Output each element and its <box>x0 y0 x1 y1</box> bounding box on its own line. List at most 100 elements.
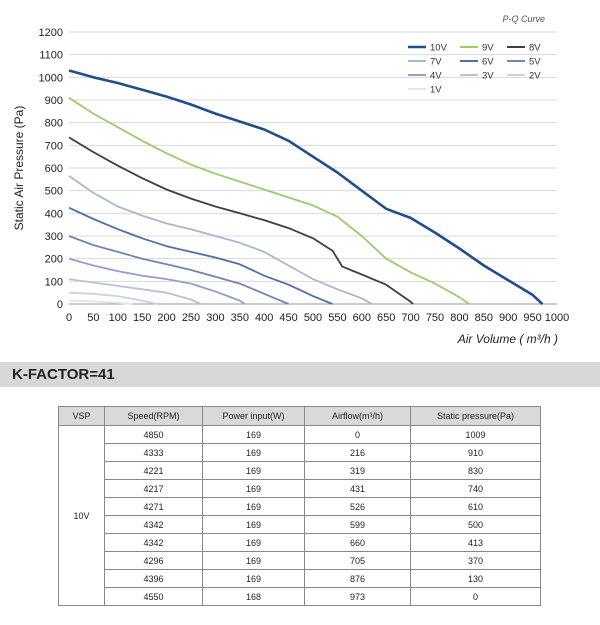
power-cell: 168 <box>202 587 305 606</box>
table-row: 4550 168 973 0 <box>59 587 541 606</box>
table-row: 4396 169 876 130 <box>59 569 541 588</box>
pq-chart: P-Q Curve Static Air Pressure (Pa) Air V… <box>12 14 569 346</box>
pressure-cell: 910 <box>410 443 541 462</box>
x-tick-label: 550 <box>328 312 346 324</box>
airflow-cell: 431 <box>304 479 411 498</box>
x-tick-label: 1000 <box>545 312 569 324</box>
speed-cell: 4342 <box>104 533 203 552</box>
header-power: Power input(W) <box>202 406 305 426</box>
x-tick-label: 600 <box>353 312 371 324</box>
table-row: 4342 169 660 413 <box>59 533 541 552</box>
x-tick-label: 450 <box>279 312 297 324</box>
airflow-cell: 319 <box>304 461 411 480</box>
series-lines <box>68 69 544 305</box>
series-line-1v <box>68 299 133 305</box>
x-tick-label: 350 <box>231 312 249 324</box>
speed-cell: 4342 <box>104 515 203 534</box>
y-tick-label: 300 <box>45 231 63 243</box>
table-row: 4333 169 216 910 <box>59 443 541 462</box>
chart-title: P-Q Curve <box>502 14 545 24</box>
power-cell: 169 <box>202 479 305 498</box>
header-pressure: Static pressure(Pa) <box>410 406 541 426</box>
speed-cell: 4271 <box>104 497 203 516</box>
power-cell: 169 <box>202 461 305 480</box>
table-row: 4296 169 705 370 <box>59 551 541 570</box>
table-body: 10V 4850 169 0 1009 4333 169 216 910 4221 169 319 83… <box>58 425 541 606</box>
series-line-6v <box>68 206 333 305</box>
airflow-cell: 0 <box>304 425 411 444</box>
airflow-cell: 526 <box>304 497 411 516</box>
y-tick-labels: 0 100 200 300 400 500 600 700 800 900 1000 1100 1200 <box>39 27 63 311</box>
x-tick-label: 400 <box>255 312 273 324</box>
y-tick-label: 700 <box>45 140 63 152</box>
series-line-10v <box>68 69 544 305</box>
legend-label-3v: 3V <box>482 71 494 82</box>
y-tick-label: 0 <box>57 299 63 311</box>
x-tick-label: 150 <box>133 312 151 324</box>
grid-lines <box>69 31 557 305</box>
series-line-4v <box>68 257 246 305</box>
header-speed: Speed(RPM) <box>104 406 203 426</box>
table-row: 10V 4850 169 0 1009 <box>58 425 541 606</box>
power-cell: 169 <box>202 551 305 570</box>
power-cell: 169 <box>202 497 305 516</box>
legend-label-7v: 7V <box>430 57 442 68</box>
y-tick-label: 400 <box>45 208 63 220</box>
y-tick-label: 200 <box>45 254 63 266</box>
pressure-cell: 610 <box>410 497 541 516</box>
speed-cell: 4396 <box>104 569 203 588</box>
pressure-cell: 1009 <box>410 425 541 444</box>
pressure-cell: 500 <box>410 515 541 534</box>
x-tick-label: 750 <box>426 312 444 324</box>
speed-cell: 4217 <box>104 479 203 498</box>
legend-label-6v: 6V <box>482 57 494 68</box>
x-tick-label: 900 <box>499 312 517 324</box>
legend: 10V 9V 8V 7V 6V 5V 4V 3V 2V 1V <box>408 43 541 96</box>
x-tick-labels: 0 50 100 150 200 250 300 350 400 450 500 550 600 650 7… <box>66 312 569 324</box>
y-tick-label: 800 <box>45 118 63 130</box>
header-airflow: Airflow(m³/h) <box>304 406 411 426</box>
legend-label-10v: 10V <box>430 43 448 54</box>
series-line-3v <box>68 278 202 305</box>
power-cell: 169 <box>202 443 305 462</box>
x-tick-label: 650 <box>377 312 395 324</box>
pressure-cell: 370 <box>410 551 541 570</box>
series-line-7v <box>68 175 373 305</box>
airflow-cell: 216 <box>304 443 411 462</box>
y-tick-label: 1100 <box>39 50 63 62</box>
series-line-5v <box>68 235 289 305</box>
power-cell: 169 <box>202 533 305 552</box>
pq-chart-svg: P-Q Curve Static Air Pressure (Pa) Air V… <box>12 14 569 346</box>
speed-cell: 4550 <box>104 587 203 606</box>
x-tick-label: 250 <box>182 312 200 324</box>
table-row: 4217 169 431 740 <box>59 479 541 498</box>
y-tick-label: 100 <box>45 276 63 288</box>
x-tick-label: 300 <box>206 312 224 324</box>
airflow-cell: 876 <box>304 569 411 588</box>
y-tick-label: 600 <box>45 163 63 175</box>
pressure-cell: 740 <box>410 479 541 498</box>
series-line-8v <box>68 136 414 305</box>
x-tick-label: 950 <box>523 312 541 324</box>
legend-label-4v: 4V <box>430 71 442 82</box>
speed-cell: 4296 <box>104 551 203 570</box>
x-tick-label: 850 <box>475 312 493 324</box>
airflow-cell: 660 <box>304 533 411 552</box>
x-tick-label: 500 <box>304 312 322 324</box>
x-tick-label: 200 <box>157 312 175 324</box>
pressure-cell: 130 <box>410 569 541 588</box>
kfactor-label: K-FACTOR=41 <box>12 366 115 383</box>
legend-label-9v: 9V <box>482 43 494 54</box>
legend-label-2v: 2V <box>529 71 541 82</box>
y-tick-label: 1200 <box>39 27 63 39</box>
speed-cell: 4850 <box>104 425 203 444</box>
table-row: 4271 169 526 610 <box>59 497 541 516</box>
power-cell: 169 <box>202 515 305 534</box>
series-line-2v <box>68 291 158 305</box>
x-tick-label: 700 <box>401 312 419 324</box>
y-tick-label: 900 <box>45 95 63 107</box>
x-axis-title: Air Volume ( m³/h ) <box>457 332 558 346</box>
speed-cell: 4221 <box>104 461 203 480</box>
legend-label-1v: 1V <box>430 85 442 96</box>
legend-label-8v: 8V <box>529 43 541 54</box>
